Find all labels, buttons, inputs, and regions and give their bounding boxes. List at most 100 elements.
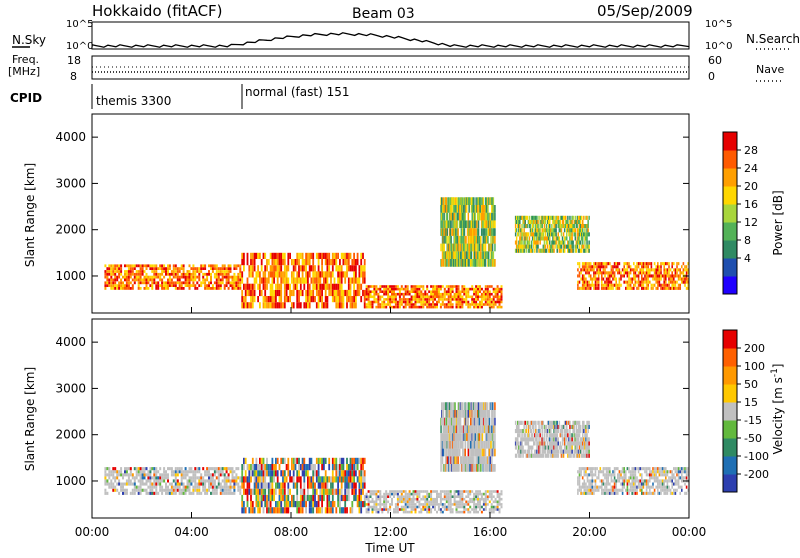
power-cell (678, 268, 680, 271)
power-cell (465, 236, 467, 244)
velocity-cell (296, 483, 298, 489)
power-cell (360, 259, 362, 265)
power-cell (370, 285, 372, 288)
velocity-cell (491, 511, 493, 514)
power-cell (434, 298, 436, 301)
power-cell (579, 245, 581, 249)
velocity-cell (357, 476, 359, 482)
velocity-cell (436, 498, 438, 501)
velocity-cell (459, 493, 461, 496)
velocity-cell (321, 464, 323, 470)
power-cell (598, 274, 600, 277)
power-cell (630, 284, 632, 287)
velocity-cell (443, 449, 445, 457)
power-cell (416, 296, 418, 299)
velocity-cell (202, 489, 204, 492)
power-cell (667, 271, 669, 274)
velocity-cell (187, 470, 189, 473)
power-cell (284, 302, 286, 308)
power-cell (676, 281, 678, 284)
power-cell (493, 288, 495, 291)
power-cell (353, 271, 355, 277)
power-cell (307, 278, 309, 284)
power-cell (370, 303, 372, 306)
velocity-cell (413, 493, 415, 496)
power-cell (142, 279, 144, 282)
velocity-cell (424, 506, 426, 509)
power-cell (136, 270, 138, 273)
velocity-cell (138, 467, 140, 470)
velocity-cell (316, 507, 318, 513)
power-cell (537, 241, 539, 245)
power-cell (128, 270, 130, 273)
noise-trace (92, 33, 689, 47)
velocity-cell (321, 458, 323, 464)
power-cell (593, 262, 595, 265)
velocity-cell (138, 473, 140, 476)
velocity-cell (362, 501, 364, 507)
velocity-cell (516, 454, 518, 458)
velocity-cell (357, 458, 359, 464)
power-cell (393, 296, 395, 299)
power-cell (643, 271, 645, 274)
power-cell (375, 285, 377, 288)
velocity-cell (138, 492, 140, 495)
power-cell (153, 267, 155, 270)
velocity-cell (309, 501, 311, 507)
velocity-cell (282, 495, 284, 501)
velocity-cell (259, 495, 261, 501)
power-cell (475, 306, 477, 309)
velocity-cell (403, 508, 405, 511)
power-cell (389, 288, 391, 291)
power-cell (558, 232, 560, 236)
velocity-cell (372, 508, 374, 511)
velocity-cell (475, 402, 477, 410)
velocity-cell (546, 425, 548, 429)
power-cell (465, 220, 467, 228)
power-cell (422, 301, 424, 304)
power-cell (330, 290, 332, 296)
power-cell (344, 271, 346, 277)
velocity-cell (389, 493, 391, 496)
velocity-cell (220, 492, 222, 495)
velocity-cell (353, 476, 355, 482)
power-cell (239, 267, 241, 270)
velocity-cell (477, 498, 479, 501)
velocity-cell (282, 489, 284, 495)
velocity-cell (319, 458, 321, 464)
power-cell (218, 267, 220, 270)
power-cell (233, 264, 235, 267)
velocity-cell (321, 495, 323, 501)
power-cell (619, 268, 621, 271)
power-cell (405, 285, 407, 288)
power-cell (383, 298, 385, 301)
velocity-cell (194, 467, 196, 470)
power-cell (539, 241, 541, 245)
velocity-cell (287, 501, 289, 507)
velocity-cell (351, 476, 353, 482)
power-cell (501, 288, 503, 291)
power-cell (668, 268, 670, 271)
power-cell (450, 228, 452, 236)
power-cell (280, 296, 282, 302)
power-cell (108, 264, 110, 267)
power-cell (284, 296, 286, 302)
velocity-cell (422, 506, 424, 509)
power-cell (458, 290, 460, 293)
velocity-cell (493, 506, 495, 509)
power-cell (655, 268, 657, 271)
power-cell (173, 276, 175, 279)
power-cell (222, 264, 224, 267)
power-cell (411, 298, 413, 301)
velocity-cell (449, 402, 451, 410)
velocity-cell (208, 483, 210, 486)
velocity-cell (389, 503, 391, 506)
power-cell (325, 253, 327, 259)
velocity-cell (272, 476, 274, 482)
velocity-cell (286, 464, 288, 470)
power-cell (264, 278, 266, 284)
velocity-cell (442, 511, 444, 514)
power-cell (494, 205, 496, 213)
velocity-cell (491, 495, 493, 498)
velocity-cell (263, 470, 265, 476)
